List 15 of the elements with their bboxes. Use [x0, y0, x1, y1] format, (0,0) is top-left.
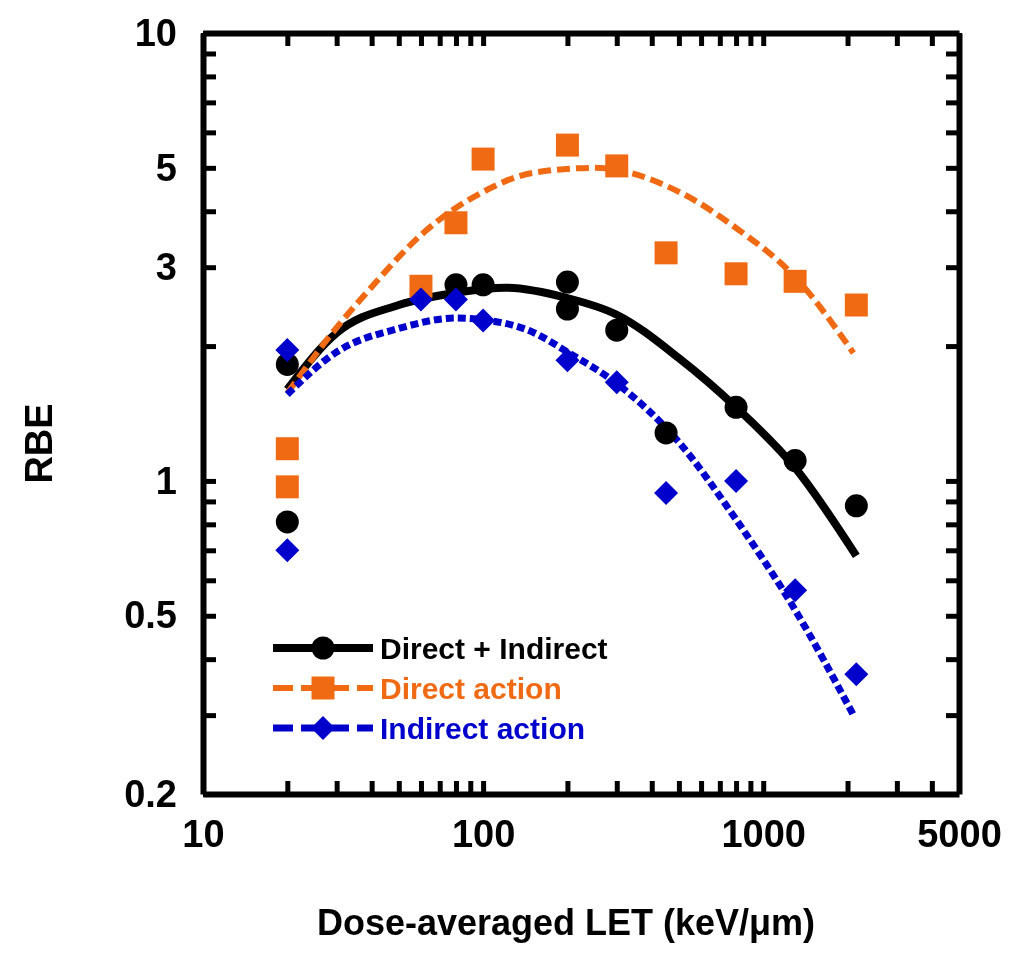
y-tick-label: 3: [155, 245, 177, 288]
x-axis-title: Dose-averaged LET (keV/μm): [316, 902, 816, 943]
y-tick-label: 0.2: [124, 772, 177, 815]
legend-label: Direct action: [380, 672, 562, 705]
y-tick-label: 0.5: [124, 594, 177, 637]
legend-label: Indirect action: [380, 712, 586, 745]
x-tick-label: 100: [451, 812, 516, 855]
x-tick-label: 1000: [721, 812, 806, 855]
y-axis-title: RBE: [18, 403, 60, 484]
x-tick-label: 10: [182, 812, 225, 855]
y-tick-label: 5: [155, 146, 177, 189]
legend-label: Direct + Indirect: [380, 632, 608, 665]
y-tick-label: 10: [134, 11, 177, 54]
y-tick-label: 1: [155, 459, 177, 502]
x-tick-label: 5000: [917, 812, 1002, 855]
